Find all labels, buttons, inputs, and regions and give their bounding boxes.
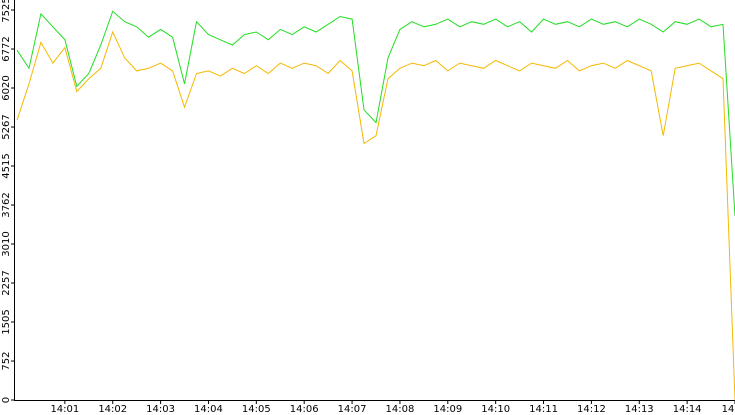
x-tick-label: 14:08 (386, 404, 415, 415)
y-tick-label: 752 (1, 351, 12, 370)
y-tick-label: 3762 (1, 192, 12, 217)
x-tick-label: 14:09 (433, 404, 462, 415)
x-tick-label: 14:06 (290, 404, 319, 415)
y-tick-label: 0 (1, 397, 12, 403)
y-tick-label: 6772 (1, 36, 12, 61)
x-tick-label: 14:11 (529, 404, 558, 415)
x-tick-label: 14:04 (194, 404, 223, 415)
x-tick-label: 14:12 (577, 404, 606, 415)
x-tick-label: 14 (722, 404, 735, 415)
series-line (16, 30, 735, 401)
y-tick-label: 1505 (1, 309, 12, 334)
series-line (16, 10, 735, 217)
y-tick-label: 3010 (1, 231, 12, 256)
x-tick-label: 14:05 (242, 404, 271, 415)
y-tick-label: 2257 (1, 270, 12, 295)
x-tick-label: 14:10 (481, 404, 510, 415)
x-tick-label: 14:13 (625, 404, 654, 415)
y-tick-label: 6020 (1, 75, 12, 100)
y-tick-label: 4515 (1, 153, 12, 178)
x-tick-label: 14:01 (50, 404, 79, 415)
y-tick-label: 7525 (1, 0, 12, 23)
x-tick-label: 14:07 (338, 404, 367, 415)
x-tick-label: 14:02 (98, 404, 127, 415)
x-tick-label: 14:14 (673, 404, 702, 415)
y-tick-label: 5267 (1, 114, 12, 139)
x-tick-label: 14:03 (146, 404, 175, 415)
